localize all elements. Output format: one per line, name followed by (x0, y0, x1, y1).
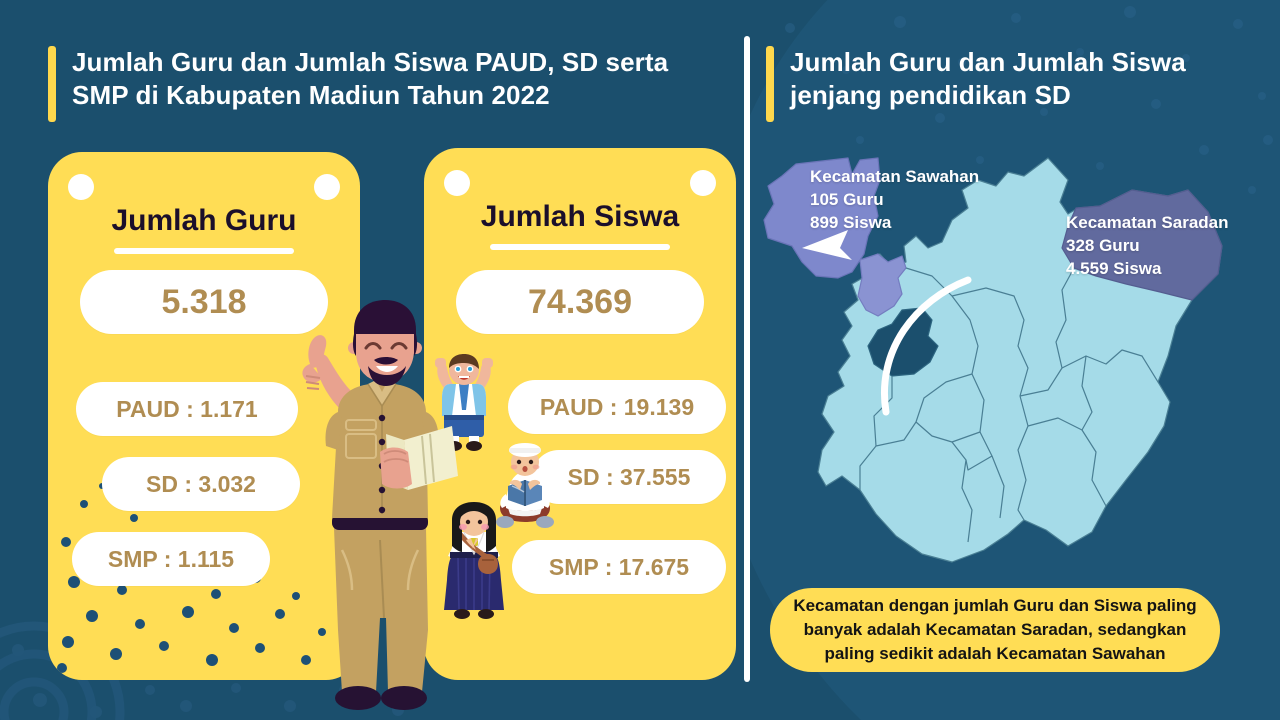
card-title-siswa: Jumlah Siswa (480, 200, 680, 233)
map-label-sawahan: Kecamatan Sawahan 105 Guru 899 Siswa (810, 167, 980, 232)
card-title-underline (490, 244, 670, 250)
vertical-divider (744, 36, 750, 682)
left-panel-title: Jumlah Guru dan Jumlah Siswa PAUD, SD se… (48, 46, 668, 122)
right-title-text: Jumlah Guru dan Jumlah Siswa jenjang pen… (790, 47, 1186, 111)
siswa-total-pill: 74.369 (456, 270, 704, 334)
siswa-sd-pill: SD : 37.555 (532, 450, 726, 504)
card-jumlah-siswa: Jumlah Siswa 74.369 PAUD : 19.139 SD : 3… (424, 148, 736, 680)
guru-sd-pill: SD : 3.032 (102, 457, 300, 511)
map-region-dark (867, 307, 939, 377)
map-arrow (802, 230, 972, 416)
map-kabupaten-madiun: Kecamatan Sawahan 105 Guru 899 Siswa Kec… (756, 150, 1256, 570)
guru-smp-pill: SMP : 1.115 (72, 532, 270, 586)
card-jumlah-guru: Jumlah Guru 5.318 PAUD : 1.171 SD : 3.03… (48, 152, 360, 680)
siswa-smp-pill: SMP : 17.675 (512, 540, 726, 594)
right-panel-title: Jumlah Guru dan Jumlah Siswa jenjang pen… (766, 46, 1186, 122)
map-caption-box: Kecamatan dengan jumlah Guru dan Siswa p… (770, 588, 1220, 672)
map-region-saradan (1061, 189, 1223, 301)
student-reading-illustration (496, 443, 554, 528)
card-punch-hole-right (314, 174, 340, 200)
card-punch-hole-right (690, 170, 716, 196)
teacher-illustration (302, 300, 458, 710)
map-svg (763, 157, 1223, 563)
map-region-sawahan-onmap (857, 253, 907, 317)
siswa-paud-pill: PAUD : 19.139 (508, 380, 726, 434)
title-accent-bar (48, 46, 56, 122)
map-label-saradan: Kecamatan Saradan 328 Guru 4.559 Siswa (1066, 213, 1229, 278)
card-title-underline (114, 248, 294, 254)
student-girl-illustration (444, 502, 504, 619)
card-punch-hole-left (444, 170, 470, 196)
map-region-sawahan-inset (763, 157, 881, 279)
left-title-text: Jumlah Guru dan Jumlah Siswa PAUD, SD se… (72, 47, 669, 111)
title-accent-bar (766, 46, 774, 122)
card-punch-hole-left (68, 174, 94, 200)
card-title-guru: Jumlah Guru (111, 204, 297, 237)
guru-paud-pill: PAUD : 1.171 (76, 382, 298, 436)
guru-total-pill: 5.318 (80, 270, 328, 334)
